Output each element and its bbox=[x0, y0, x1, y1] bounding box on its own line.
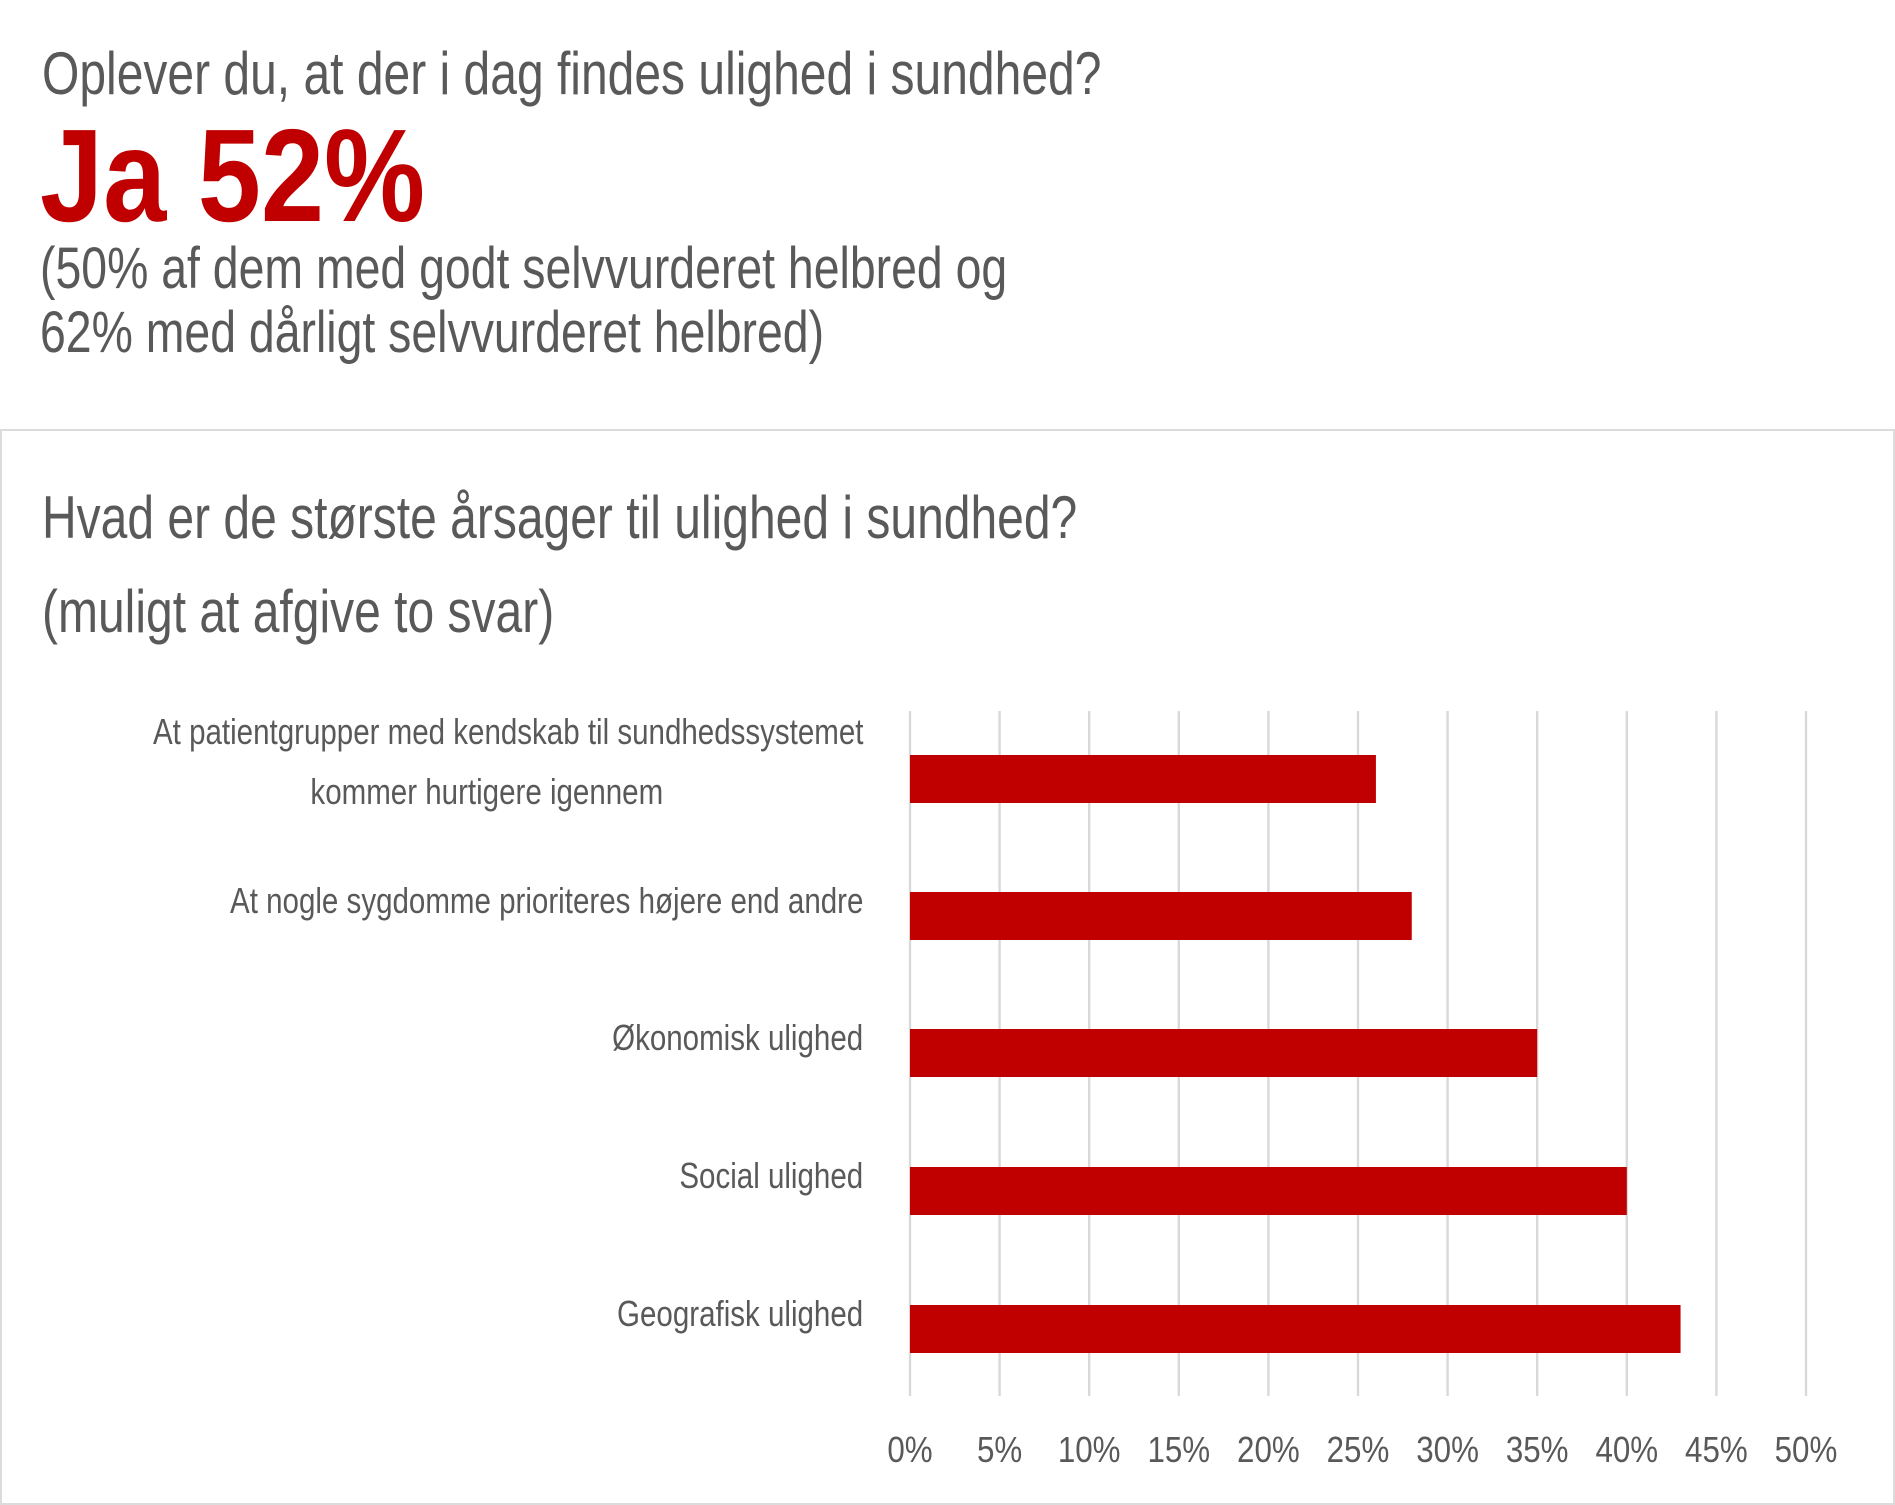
chart-panel bbox=[0, 429, 1895, 1505]
x-tick-label: 10% bbox=[1058, 1430, 1121, 1471]
question-heading: Oplever du, at der i dag findes ulighed … bbox=[42, 40, 1102, 107]
x-tick-label: 30% bbox=[1416, 1430, 1479, 1471]
x-tick-label: 40% bbox=[1595, 1430, 1658, 1471]
category-label: Økonomisk ulighed bbox=[611, 1017, 863, 1058]
category-label: Social ulighed bbox=[679, 1155, 863, 1196]
answer-detail-line-1: (50% af dem med godt selvvurderet helbre… bbox=[40, 236, 1008, 301]
answer-detail-line-2: 62% med dårligt selvvurderet helbred) bbox=[40, 300, 825, 365]
chart-subtitle: (muligt at afgive to svar) bbox=[42, 578, 555, 645]
category-label: Geografisk ulighed bbox=[616, 1293, 863, 1334]
category-label: At nogle sygdomme prioriteres højere end… bbox=[229, 880, 863, 921]
bar bbox=[910, 1167, 1627, 1215]
category-label: kommer hurtigere igennem bbox=[310, 771, 663, 812]
bar bbox=[910, 1029, 1538, 1077]
bar bbox=[910, 1305, 1681, 1353]
x-tick-label: 25% bbox=[1327, 1430, 1390, 1471]
bar bbox=[910, 755, 1376, 803]
chart-title: Hvad er de største årsager til ulighed i… bbox=[42, 484, 1078, 551]
category-label: At patientgrupper med kendskab til sundh… bbox=[152, 711, 863, 752]
answer-highlight: Ja 52% bbox=[40, 102, 426, 249]
bar bbox=[910, 892, 1412, 940]
x-tick-label: 20% bbox=[1237, 1430, 1300, 1471]
x-tick-label: 15% bbox=[1147, 1430, 1210, 1471]
x-tick-label: 5% bbox=[977, 1430, 1022, 1471]
x-tick-label: 50% bbox=[1775, 1430, 1838, 1471]
x-tick-label: 0% bbox=[887, 1430, 932, 1471]
x-tick-label: 35% bbox=[1506, 1430, 1569, 1471]
x-tick-label: 45% bbox=[1685, 1430, 1748, 1471]
